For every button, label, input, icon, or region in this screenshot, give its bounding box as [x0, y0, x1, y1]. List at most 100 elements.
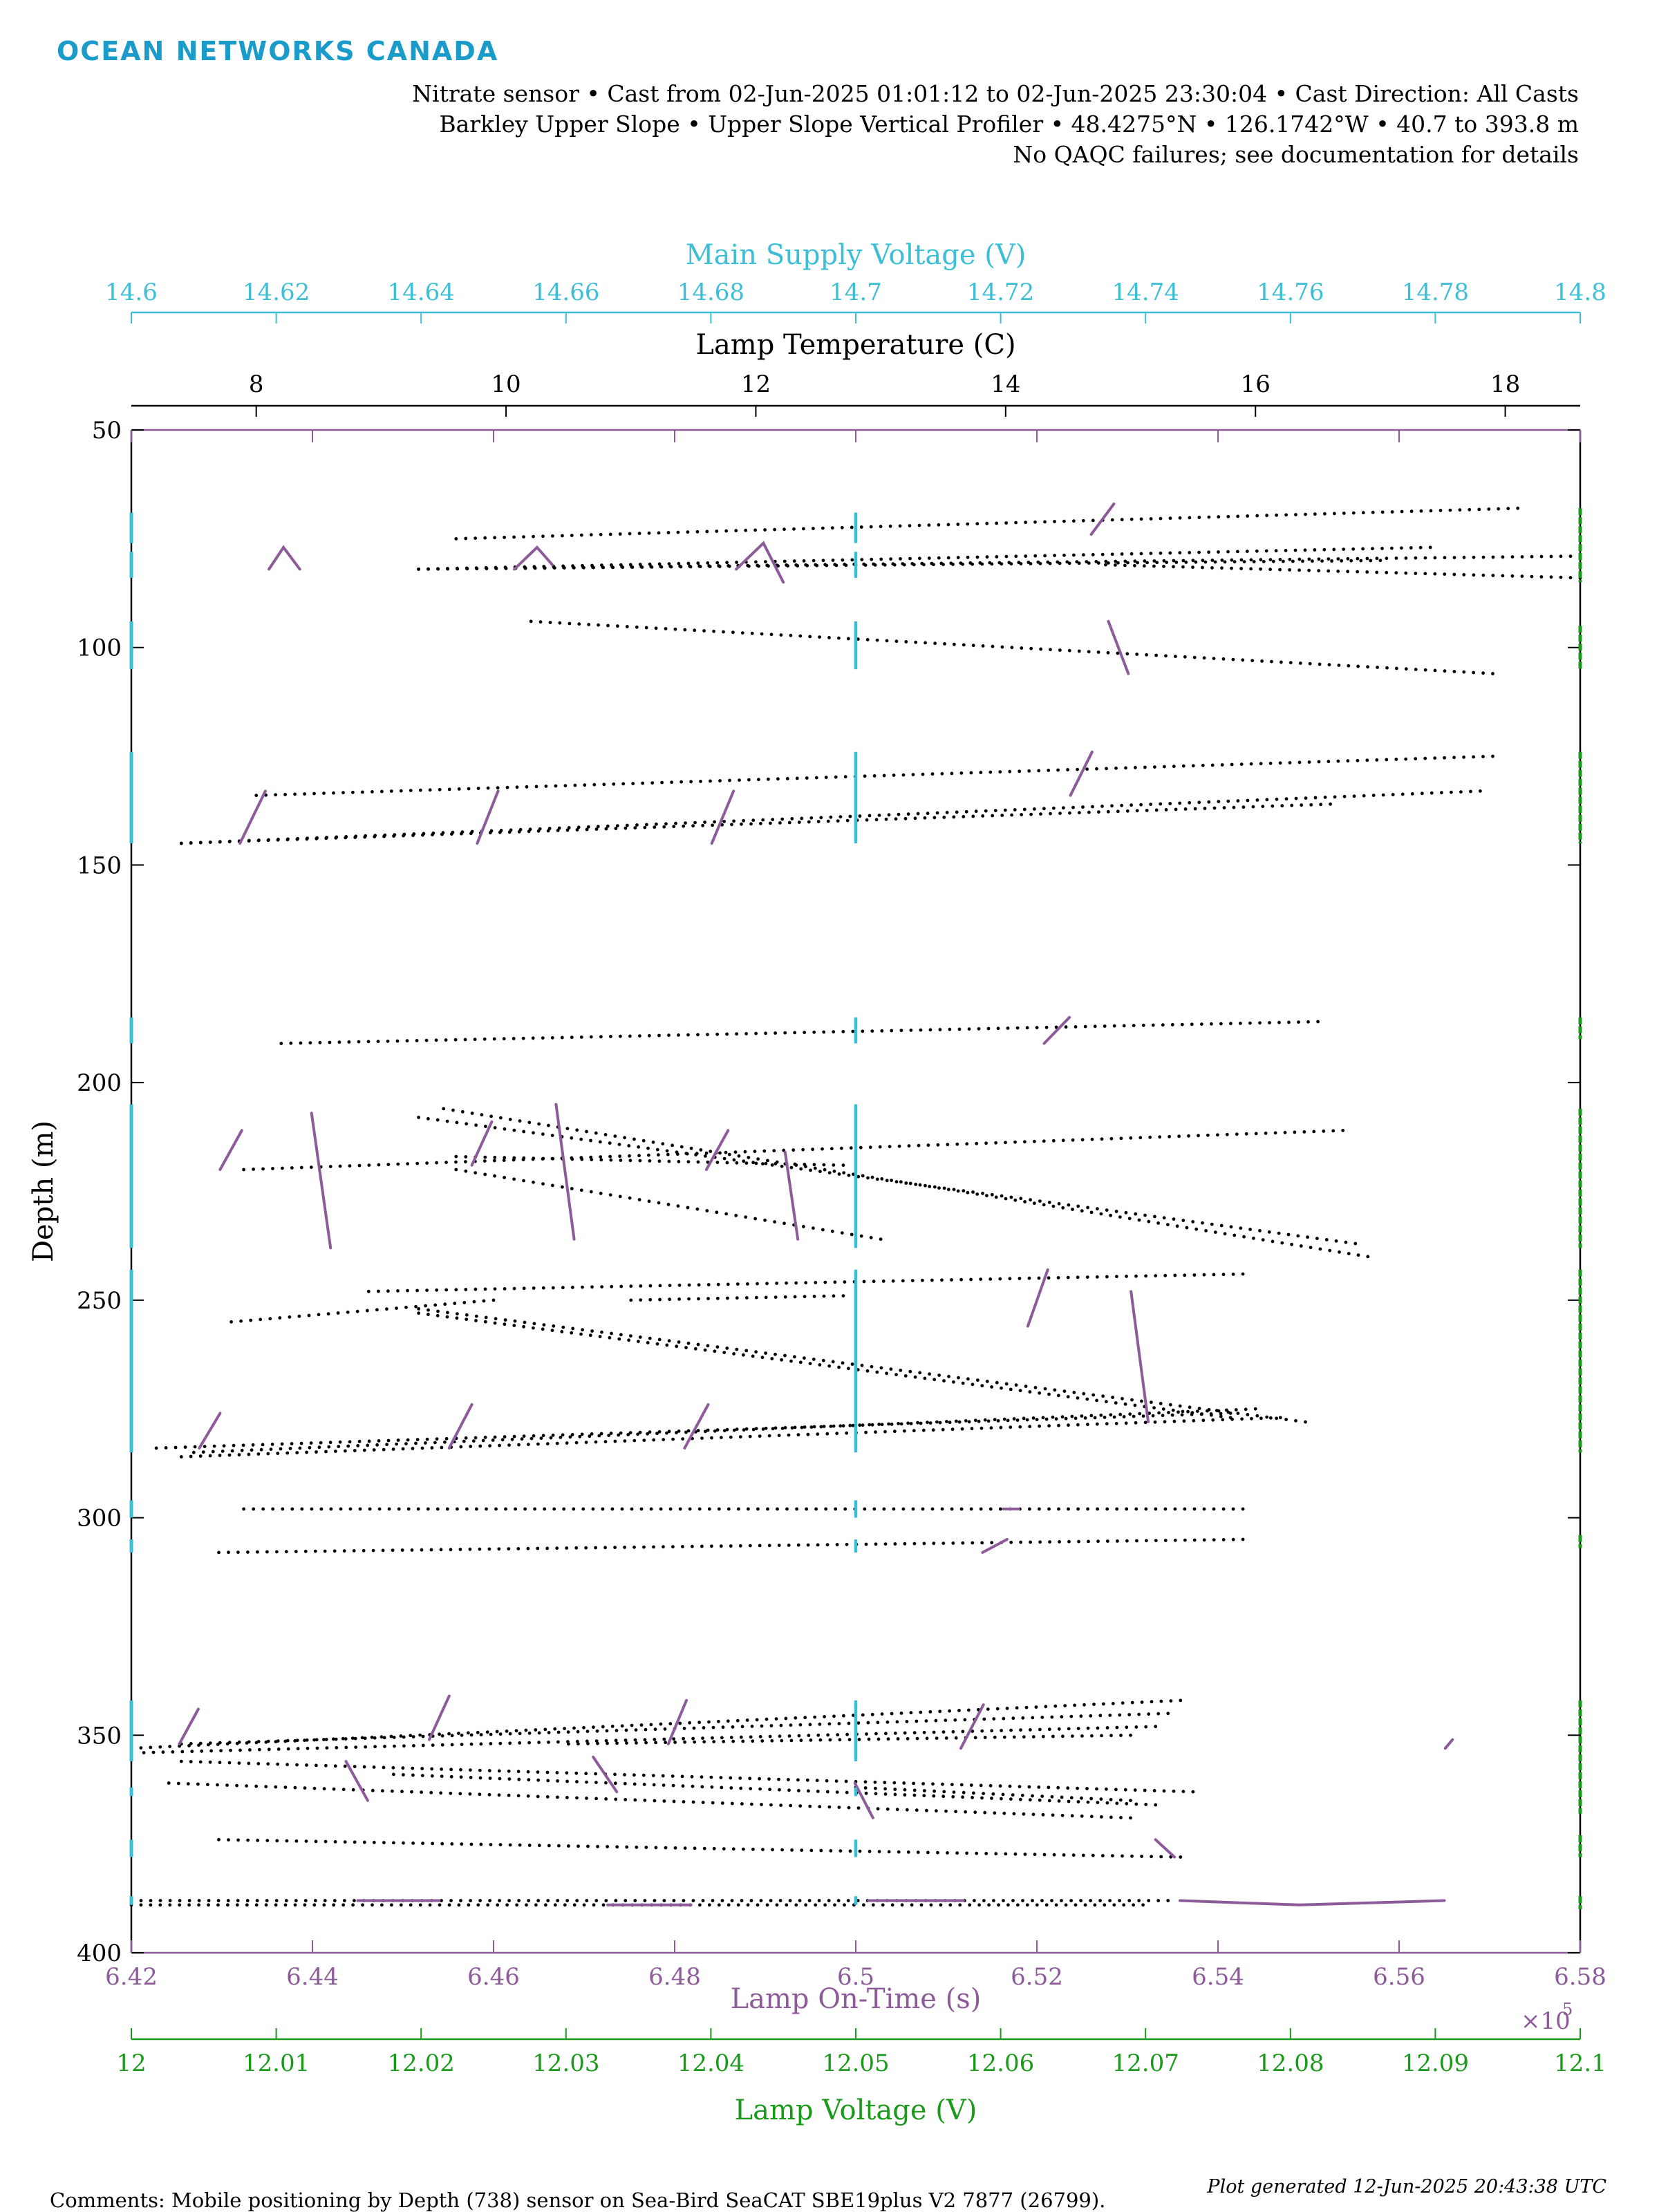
temp-point: [972, 1791, 975, 1795]
temp-point: [792, 527, 796, 531]
temp-point: [992, 1717, 996, 1721]
temp-point: [502, 1037, 506, 1041]
temp-point: [227, 840, 232, 843]
temp-point: [266, 1739, 270, 1743]
temp-point: [764, 1351, 767, 1355]
temp-point: [371, 1548, 375, 1553]
temp-point: [845, 1542, 849, 1546]
temp-point: [532, 534, 535, 538]
temp-point: [954, 1736, 958, 1740]
temp-point: [643, 1799, 647, 1802]
temp-point: [825, 563, 829, 568]
temp-point: [609, 1158, 613, 1162]
temp-point: [1134, 766, 1137, 769]
temp-point: [736, 1903, 740, 1907]
temp-point: [914, 1183, 918, 1186]
temp-point: [355, 1309, 359, 1313]
temp-point: [1052, 1853, 1056, 1857]
temp-point: [371, 1903, 374, 1907]
temp-point: [438, 1732, 441, 1736]
temp-point: [662, 825, 666, 829]
temp-point: [1043, 554, 1047, 558]
temp-point: [713, 1349, 717, 1353]
temp-point: [950, 1278, 953, 1282]
temp-point: [770, 1163, 774, 1167]
temp-point: [478, 1444, 482, 1448]
temp-point: [1124, 1421, 1128, 1425]
temp-point: [1510, 555, 1515, 559]
temp-point: [986, 1419, 991, 1423]
temp-point: [700, 1544, 704, 1548]
temp-point: [619, 1034, 622, 1038]
temp-point: [995, 555, 999, 559]
temp-point: [1259, 567, 1262, 571]
temp-point: [410, 1790, 413, 1794]
temp-point: [1095, 1398, 1098, 1403]
temp-point: [493, 1126, 497, 1130]
temp-point: [1315, 1237, 1319, 1240]
temp-point: [392, 834, 395, 838]
temp-point: [823, 1903, 827, 1907]
temp-point: [740, 1725, 744, 1729]
temp-point: [719, 1544, 723, 1548]
temp-point: [647, 531, 651, 535]
temp-point: [1219, 1414, 1223, 1418]
temp-point: [1051, 1813, 1055, 1817]
temp-point: [721, 1725, 725, 1730]
temp-point: [1159, 1699, 1163, 1703]
temp-point: [386, 1438, 391, 1443]
temp-point: [1154, 1539, 1158, 1543]
temp-point: [862, 1903, 865, 1907]
temp-point: [246, 1550, 250, 1554]
temp-point: [280, 1442, 284, 1446]
temp-point: [1014, 554, 1018, 559]
temp-point: [1124, 766, 1127, 770]
temp-point: [1118, 1412, 1123, 1416]
temp-point: [1082, 553, 1085, 557]
temp-point: [1414, 556, 1418, 560]
temp-point: [502, 1159, 506, 1162]
temp-point: [552, 1507, 556, 1511]
temp-point: [626, 823, 629, 827]
temp-point: [1304, 1420, 1307, 1424]
temp-point: [443, 1440, 447, 1444]
temp-point: [1078, 811, 1081, 815]
temp-point: [1039, 647, 1042, 651]
ontime-tick-label: 6.42: [105, 1963, 158, 1991]
header-line-location: Barkley Upper Slope • Upper Slope Vertic…: [439, 111, 1579, 138]
temp-point: [766, 1507, 769, 1511]
temp-point: [275, 1839, 279, 1843]
temp-point: [1164, 654, 1168, 658]
temp-point: [1409, 546, 1413, 550]
temp-point: [847, 1738, 852, 1742]
temp-point: [1144, 1803, 1148, 1806]
temp-point: [1539, 575, 1544, 579]
temp-point: [890, 1903, 894, 1907]
temp-point: [764, 560, 767, 563]
temp-point: [498, 1732, 503, 1736]
temp-point: [955, 1851, 959, 1855]
temp-point: [1093, 1416, 1097, 1420]
temp-point: [168, 1745, 172, 1749]
temp-point: [668, 1507, 673, 1511]
temp-point: [475, 1507, 478, 1511]
temp-point: [585, 1130, 588, 1134]
temp-run: [454, 1168, 883, 1241]
temp-point: [846, 637, 850, 641]
temp-point: [818, 635, 821, 639]
temp-point: [299, 1441, 303, 1445]
temp-point: [751, 1847, 755, 1851]
temp-point: [1162, 1789, 1166, 1793]
temp-point: [1313, 512, 1317, 516]
temp-point: [814, 1903, 818, 1907]
temp-point: [765, 1282, 769, 1286]
temp-point: [735, 561, 738, 564]
temp-point: [758, 1787, 762, 1791]
temp-point: [450, 1734, 454, 1738]
temp-point: [417, 568, 420, 571]
temp-point: [916, 1421, 919, 1425]
onc-logo: OCEAN NETWORKS CANADA: [57, 36, 499, 66]
temp-point: [890, 1423, 894, 1426]
temp-point: [1076, 1204, 1080, 1208]
temp-point: [1009, 1728, 1013, 1732]
